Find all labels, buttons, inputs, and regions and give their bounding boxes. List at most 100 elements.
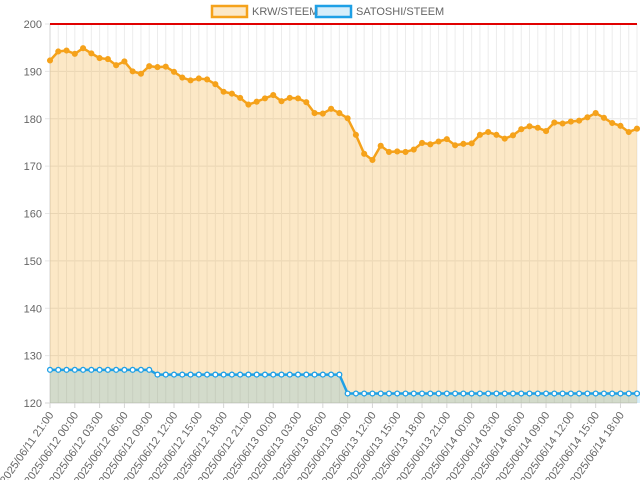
data-point[interactable] bbox=[286, 94, 293, 101]
data-point[interactable] bbox=[71, 366, 78, 373]
data-point[interactable] bbox=[96, 366, 103, 373]
data-point[interactable] bbox=[162, 371, 169, 378]
data-point[interactable] bbox=[270, 92, 277, 99]
data-point[interactable] bbox=[617, 122, 624, 129]
data-point[interactable] bbox=[559, 120, 566, 127]
data-point[interactable] bbox=[319, 110, 326, 117]
data-point[interactable] bbox=[170, 371, 178, 378]
data-point[interactable] bbox=[245, 371, 252, 378]
data-point[interactable] bbox=[485, 390, 492, 397]
data-point[interactable] bbox=[245, 101, 252, 108]
data-point[interactable] bbox=[501, 135, 508, 142]
data-point[interactable] bbox=[344, 115, 351, 122]
data-point[interactable] bbox=[551, 119, 558, 126]
chart-legend[interactable]: KRW/STEEM SATOSHI/STEEM bbox=[210, 4, 444, 19]
data-point[interactable] bbox=[344, 390, 351, 397]
data-point[interactable] bbox=[567, 118, 574, 125]
data-point[interactable] bbox=[410, 146, 417, 153]
data-point[interactable] bbox=[385, 148, 393, 155]
data-point[interactable] bbox=[443, 390, 450, 397]
data-point[interactable] bbox=[228, 371, 235, 378]
data-point[interactable] bbox=[592, 390, 599, 397]
data-point[interactable] bbox=[46, 366, 54, 373]
data-point[interactable] bbox=[294, 371, 302, 378]
data-point[interactable] bbox=[576, 390, 583, 397]
data-point[interactable] bbox=[294, 95, 302, 102]
data-point[interactable] bbox=[427, 390, 434, 397]
data-point[interactable] bbox=[121, 58, 128, 65]
data-point[interactable] bbox=[253, 98, 260, 105]
data-point[interactable] bbox=[204, 371, 211, 378]
data-point[interactable] bbox=[518, 390, 525, 397]
data-point[interactable] bbox=[311, 110, 318, 117]
data-point[interactable] bbox=[113, 62, 120, 69]
data-point[interactable] bbox=[170, 68, 178, 75]
data-point[interactable] bbox=[319, 371, 326, 378]
data-point[interactable] bbox=[543, 390, 550, 397]
data-point[interactable] bbox=[460, 140, 467, 147]
data-point[interactable] bbox=[96, 55, 103, 62]
data-point[interactable] bbox=[633, 390, 640, 397]
data-point[interactable] bbox=[394, 390, 401, 397]
legend-item-0[interactable]: KRW/STEEM bbox=[210, 4, 318, 19]
data-point[interactable] bbox=[228, 90, 235, 97]
data-point[interactable] bbox=[418, 139, 426, 146]
data-point[interactable] bbox=[377, 390, 384, 397]
data-point[interactable] bbox=[154, 64, 161, 71]
data-point[interactable] bbox=[204, 76, 211, 83]
data-point[interactable] bbox=[146, 63, 153, 70]
data-point[interactable] bbox=[270, 371, 277, 378]
data-point[interactable] bbox=[311, 371, 318, 378]
data-point[interactable] bbox=[361, 150, 368, 157]
data-point[interactable] bbox=[63, 47, 70, 54]
data-point[interactable] bbox=[129, 366, 136, 373]
data-point[interactable] bbox=[493, 390, 500, 397]
data-point[interactable] bbox=[609, 390, 616, 397]
data-point[interactable] bbox=[278, 98, 285, 105]
data-point[interactable] bbox=[592, 110, 599, 117]
data-point[interactable] bbox=[418, 390, 426, 397]
data-point[interactable] bbox=[88, 366, 95, 373]
data-point[interactable] bbox=[468, 390, 475, 397]
data-point[interactable] bbox=[253, 371, 260, 378]
data-point[interactable] bbox=[493, 131, 500, 138]
data-point[interactable] bbox=[476, 131, 483, 138]
data-point[interactable] bbox=[237, 94, 244, 101]
data-point[interactable] bbox=[526, 123, 533, 130]
data-point[interactable] bbox=[361, 390, 368, 397]
data-point[interactable] bbox=[509, 132, 517, 139]
data-point[interactable] bbox=[402, 390, 409, 397]
data-point[interactable] bbox=[146, 366, 153, 373]
data-point[interactable] bbox=[460, 390, 467, 397]
data-point[interactable] bbox=[195, 75, 202, 82]
data-point[interactable] bbox=[278, 371, 285, 378]
data-point[interactable] bbox=[468, 140, 475, 147]
data-point[interactable] bbox=[559, 390, 566, 397]
data-point[interactable] bbox=[352, 131, 359, 138]
data-point[interactable] bbox=[71, 50, 78, 57]
data-point[interactable] bbox=[452, 142, 459, 149]
data-point[interactable] bbox=[534, 124, 541, 131]
data-point[interactable] bbox=[129, 68, 136, 75]
data-point[interactable] bbox=[261, 95, 269, 102]
data-point[interactable] bbox=[55, 48, 62, 55]
data-point[interactable] bbox=[600, 390, 607, 397]
data-point[interactable] bbox=[584, 114, 591, 121]
data-point[interactable] bbox=[286, 371, 293, 378]
data-point[interactable] bbox=[88, 50, 95, 57]
data-point[interactable] bbox=[485, 128, 492, 136]
data-point[interactable] bbox=[427, 141, 434, 148]
data-point[interactable] bbox=[443, 136, 450, 143]
data-point[interactable] bbox=[220, 371, 227, 378]
data-point[interactable] bbox=[303, 99, 310, 106]
data-point[interactable] bbox=[179, 371, 186, 378]
data-point[interactable] bbox=[328, 371, 335, 378]
data-point[interactable] bbox=[80, 45, 87, 52]
data-point[interactable] bbox=[80, 366, 87, 373]
data-point[interactable] bbox=[551, 390, 558, 397]
data-point[interactable] bbox=[402, 148, 409, 155]
data-point[interactable] bbox=[369, 390, 376, 397]
data-point[interactable] bbox=[336, 110, 343, 117]
data-point[interactable] bbox=[435, 390, 442, 397]
data-point[interactable] bbox=[179, 74, 186, 81]
